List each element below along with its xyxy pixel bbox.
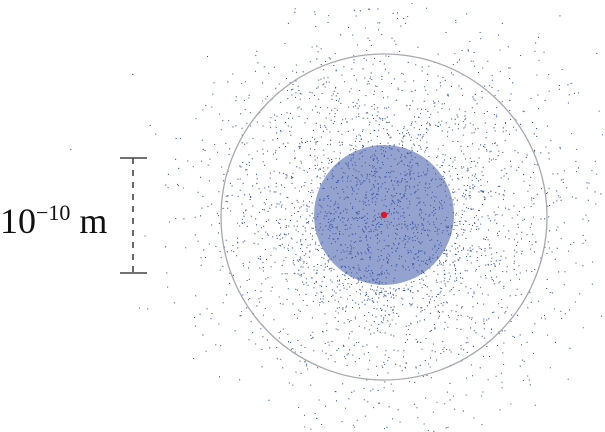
scale-label: 10−10 m (0, 195, 124, 247)
scale-label-exponent: −10 (36, 199, 71, 225)
scale-label-unit: m (79, 201, 108, 241)
electron-cloud (70, 3, 604, 432)
scale-label-base: 10 (0, 201, 36, 241)
scale-bar (120, 157, 147, 274)
orbit-ring (220, 53, 548, 381)
nucleus-dot (380, 211, 388, 219)
